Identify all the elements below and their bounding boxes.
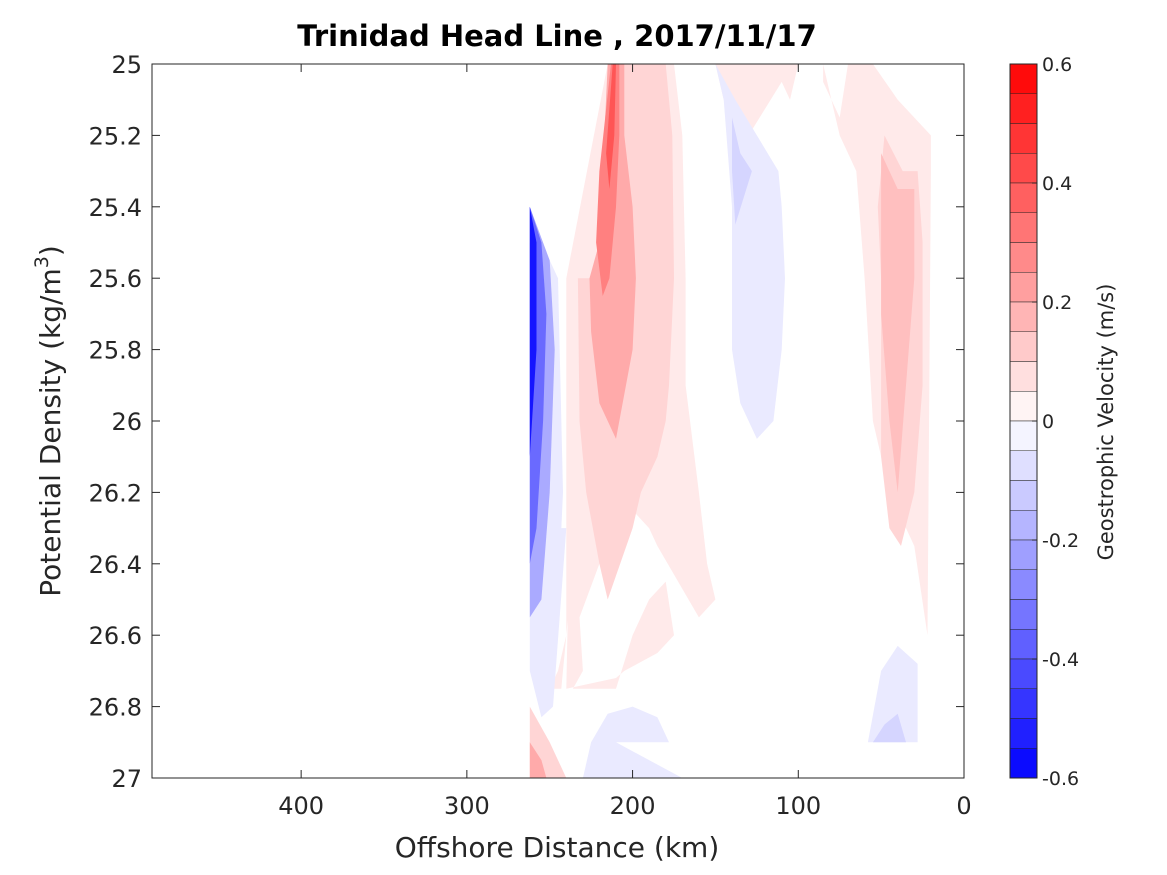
contour-region — [872, 713, 906, 743]
contour-region — [674, 64, 931, 636]
colorbar-swatch — [1009, 63, 1038, 94]
colorbar-tick-label: 0.2 — [1042, 292, 1072, 314]
contour-region — [582, 706, 683, 778]
contour-region — [529, 206, 537, 457]
y-tick-label: 26.2 — [89, 479, 142, 507]
colorbar-swatch — [1009, 539, 1038, 570]
y-tick-label: 26.8 — [89, 694, 142, 722]
y-tick-label: 25.4 — [89, 194, 142, 222]
plot-area — [152, 64, 964, 778]
colorbar-swatch — [1009, 361, 1038, 392]
colorbar-swatch — [1009, 688, 1038, 719]
x-tick-label: 100 — [775, 792, 821, 820]
colorbar-swatch — [1009, 569, 1038, 600]
colorbar-swatch — [1009, 658, 1038, 689]
colorbar-swatch — [1009, 629, 1038, 660]
x-tick-label: 300 — [444, 792, 490, 820]
y-tick-label: 26 — [111, 408, 142, 436]
y-axis-label: Potential Density (kg/m3) — [31, 245, 67, 597]
y-axis-label-close: ) — [34, 245, 67, 256]
colorbar-tick-label: -0.6 — [1042, 768, 1079, 790]
x-tick-label: 400 — [278, 792, 324, 820]
x-axis-label: Offshore Distance (km) — [395, 831, 720, 864]
y-tick-label: 25.2 — [89, 122, 142, 150]
colorbar-tick-label: 0.6 — [1042, 54, 1072, 76]
colorbar-swatch — [1009, 182, 1038, 213]
x-tick-label: 0 — [956, 792, 971, 820]
colorbar-swatch — [1009, 212, 1038, 243]
contour-region — [881, 153, 915, 493]
colorbar-swatch — [1009, 272, 1038, 303]
chart-title: Trinidad Head Line , 2017/11/17 — [297, 19, 817, 53]
y-tick-label: 26.4 — [89, 551, 142, 579]
colorbar-swatch — [1009, 242, 1038, 273]
colorbar-swatch — [1009, 420, 1038, 451]
colorbar-swatch — [1009, 301, 1038, 332]
colorbar-tick-label: 0 — [1042, 411, 1054, 433]
colorbar-swatch — [1009, 480, 1038, 511]
colorbar-swatch — [1009, 510, 1038, 541]
colorbar-swatch — [1009, 93, 1038, 124]
colorbar-label: Geostrophic Velocity (m/s) — [1094, 284, 1118, 561]
colorbar-swatch — [1009, 450, 1038, 481]
colorbar-swatch — [1009, 599, 1038, 630]
colorbar: -0.6 -0.4 -0.2 0 0.2 0.4 0.6 — [1009, 54, 1079, 790]
contour-region — [732, 117, 752, 225]
y-tick-label: 25 — [111, 51, 142, 79]
colorbar-swatch — [1009, 123, 1038, 154]
colorbar-swatch — [1009, 331, 1038, 362]
colorbar-swatch — [1009, 153, 1038, 184]
axes: 400 300 200 100 0 25 25.2 25.4 25.6 25.8 26 26.2 26.… — [89, 51, 972, 820]
colorbar-tick-label: -0.4 — [1042, 649, 1079, 671]
contour-regions — [529, 64, 931, 778]
colorbar-tick-label: -0.2 — [1042, 530, 1079, 552]
colorbar-swatch — [1009, 391, 1038, 422]
contour-region — [529, 742, 547, 778]
colorbar-swatch — [1009, 748, 1038, 779]
contour-region — [867, 645, 918, 743]
colorbar-tick-label: 0.4 — [1042, 173, 1072, 195]
y-tick-label: 25.6 — [89, 265, 142, 293]
y-tick-label: 25.8 — [89, 337, 142, 365]
y-axis-label-text: Potential Density (kg/m — [34, 268, 67, 597]
colorbar-swatch — [1009, 718, 1038, 749]
contour-region — [589, 64, 636, 439]
contour-region — [606, 64, 616, 189]
y-tick-label: 26.6 — [89, 622, 142, 650]
y-axis-label-superscript: 3 — [31, 256, 53, 268]
x-tick-label: 200 — [610, 792, 656, 820]
y-tick-label: 27 — [111, 765, 142, 793]
